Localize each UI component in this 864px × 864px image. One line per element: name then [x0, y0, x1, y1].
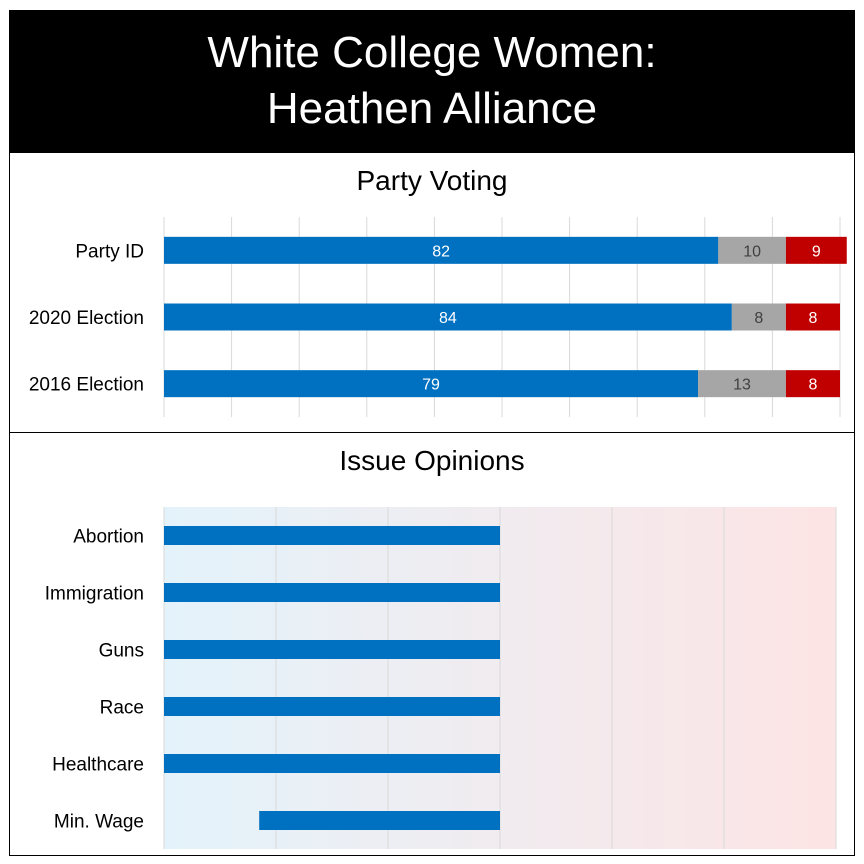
bar-segment: [164, 236, 719, 264]
category-label-abortion: Abortion: [73, 527, 144, 548]
bar-segment: [785, 303, 840, 331]
chart-frame: White College Women: Heathen Alliance Pa…: [9, 10, 855, 856]
category-label-min-wage: Min. Wage: [54, 812, 144, 833]
category-label-2016-election: 2016 Election: [29, 375, 144, 396]
party-voting-chart: Party ID 82 10 9 2020 Election 84 8 8 2016 Elect…: [29, 217, 847, 417]
data-label: 82: [432, 243, 450, 260]
category-label-healthcare: Healthcare: [52, 755, 144, 776]
issue-opinions-title: Issue Opinions: [339, 445, 525, 476]
title-line-1: White College Women:: [207, 28, 657, 77]
data-label: 9: [812, 243, 821, 260]
category-label-2020-election: 2020 Election: [29, 308, 144, 329]
data-label: 8: [809, 310, 818, 327]
data-label: 13: [733, 377, 751, 394]
bar-segment: [698, 370, 786, 398]
title-banner: White College Women: Heathen Alliance: [10, 11, 854, 152]
party-voting-title: Party Voting: [356, 165, 508, 196]
bar-segment: [731, 303, 786, 331]
data-label: 84: [439, 310, 457, 327]
data-label: 10: [743, 243, 761, 260]
category-label-party-id: Party ID: [75, 241, 144, 262]
issue-opinions-chart: Abortion Immigration Guns Race Healthcare Min…: [45, 507, 837, 849]
bar-segment: [164, 370, 699, 398]
bar-segment: [785, 370, 840, 398]
data-label: 8: [754, 310, 763, 327]
category-label-immigration: Immigration: [45, 584, 144, 605]
title-line-2: Heathen Alliance: [266, 84, 598, 133]
bar-segment: [164, 303, 732, 331]
bar-guns: [164, 640, 500, 659]
bar-min-wage: [259, 811, 500, 830]
category-label-guns: Guns: [99, 641, 144, 662]
bar-segment: [718, 236, 786, 264]
party-voting-panel: Party Voting Party ID 82 10 9 2020 Election 8…: [10, 152, 854, 433]
bar-abortion: [164, 526, 500, 545]
bar-race: [164, 697, 500, 716]
category-label-race: Race: [100, 698, 144, 719]
issue-opinions-panel: Issue Opinions Abortion Immigration Guns Ra…: [10, 432, 854, 856]
data-label: 8: [809, 377, 818, 394]
bar-healthcare: [164, 754, 500, 773]
bar-segment: [785, 236, 847, 264]
bar-immigration: [164, 583, 500, 602]
data-label: 79: [422, 377, 440, 394]
